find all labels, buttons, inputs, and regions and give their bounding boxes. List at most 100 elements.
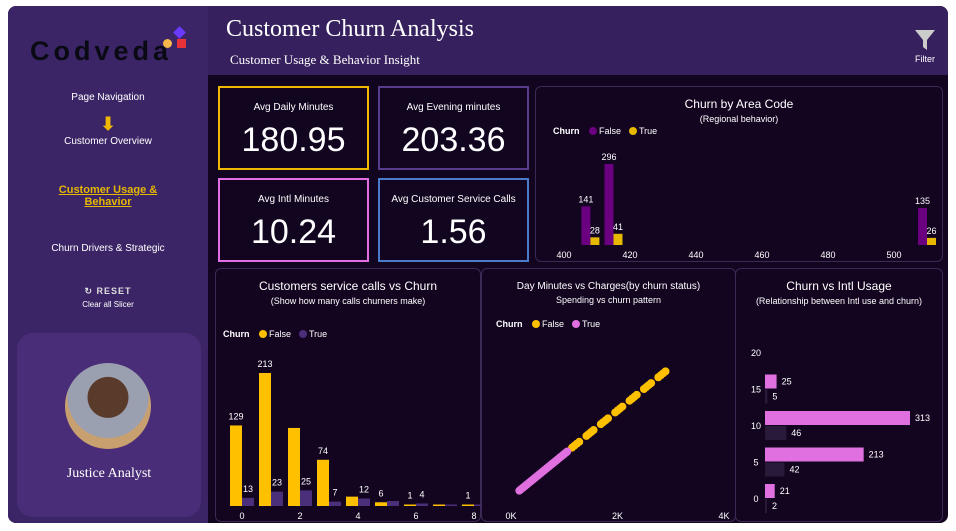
legend-label: True: [582, 319, 600, 329]
scatter-point: [603, 414, 612, 423]
intl-usage-chart: Churn vs Intl Usage (Relationship betwee…: [735, 268, 943, 522]
kpi-avg-daily-minutes: Avg Daily Minutes 180.95: [218, 86, 369, 170]
kpi-avg-service-calls: Avg Customer Service Calls 1.56: [378, 178, 529, 262]
nav-churn-drivers[interactable]: Churn Drivers & Strategic: [51, 243, 165, 254]
legend-marker: [629, 127, 637, 135]
data-label: 135: [915, 196, 930, 206]
bar: [613, 233, 623, 245]
bar: [288, 427, 300, 506]
bar: [765, 374, 777, 389]
scatter-point: [632, 390, 641, 399]
bar: [927, 237, 936, 245]
dashboard: Codveda Page Navigation ⬇ Customer Overv…: [8, 6, 948, 523]
data-label: 74: [318, 446, 328, 456]
bar: [387, 501, 399, 506]
chart-subtitle: (Show how many calls churners make): [270, 296, 426, 306]
profile-name: Justice Analyst: [66, 466, 152, 481]
area-code-chart: Churn by Area Code (Regional behavior) C…: [535, 86, 943, 262]
bar: [765, 462, 785, 477]
chart-subtitle: (Relationship between Intl use and churn…: [755, 296, 923, 306]
bar: [474, 504, 482, 506]
reset-button[interactable]: ↻ RESET Clear all Slicer: [8, 282, 208, 309]
scatter-point: [563, 447, 572, 456]
bar: [271, 491, 283, 506]
bar: [765, 426, 787, 440]
header: Customer Churn Analysis Customer Usage &…: [208, 6, 948, 75]
legend-label: False: [542, 319, 564, 329]
kpi-avg-evening-minutes: Avg Evening minutes 203.36: [378, 86, 529, 170]
bar: [918, 208, 927, 245]
y-tick-label: 10: [751, 421, 761, 431]
data-label: 23: [272, 478, 282, 488]
x-tick-label: 6: [413, 511, 418, 521]
x-tick-label: 460: [754, 250, 769, 260]
logo: Codveda: [30, 36, 172, 67]
x-tick-label: 420: [622, 250, 637, 260]
logo-text: Codveda: [30, 36, 173, 66]
data-label: 1: [465, 491, 470, 501]
kpi-value: 180.95: [241, 121, 346, 159]
data-label: 41: [613, 222, 623, 232]
arrow-down-icon: ⬇: [100, 114, 116, 134]
bar: [358, 498, 370, 506]
bar: [765, 484, 775, 498]
x-tick-label: 500: [886, 250, 901, 260]
bar: [317, 459, 329, 506]
nav-heading: Page Navigation: [71, 92, 145, 103]
data-label: 46: [791, 428, 801, 438]
x-tick-label: 440: [688, 250, 703, 260]
legend-marker: [299, 330, 307, 338]
data-label: 1: [407, 491, 412, 501]
legend-marker: [572, 320, 580, 328]
data-label: 26: [926, 226, 936, 236]
scatter-point: [618, 402, 627, 411]
chart-title: Day Minutes vs Charges(by churn status): [516, 281, 701, 292]
bar: [416, 503, 428, 506]
data-label: 21: [780, 486, 790, 496]
kpi-avg-intl-minutes: Avg Intl Minutes 10.24: [218, 178, 369, 262]
scatter-point: [575, 437, 584, 446]
data-label: 296: [601, 152, 616, 162]
bar: [375, 502, 387, 506]
legend-title: Churn: [223, 329, 250, 339]
x-tick-label: 2: [297, 511, 302, 521]
bar: [259, 373, 271, 506]
data-label: 213: [869, 450, 884, 460]
data-label: 7: [332, 488, 337, 498]
legend-title: Churn: [496, 319, 523, 329]
nav-customer-usage[interactable]: Customer Usage & Behavior: [58, 184, 158, 208]
bar: [329, 501, 341, 506]
bar: [300, 490, 312, 506]
x-tick-label: 480: [820, 250, 835, 260]
kpi-value: 1.56: [420, 213, 487, 251]
bar: [445, 504, 457, 506]
scatter-point: [589, 426, 598, 435]
filter-label: Filter: [915, 54, 935, 64]
x-tick-label: 8: [471, 511, 476, 521]
bar: [604, 164, 614, 245]
x-tick-label: 400: [556, 250, 571, 260]
chart-title: Churn by Area Code: [684, 97, 794, 111]
page-subtitle: Customer Usage & Behavior Insight: [230, 52, 420, 67]
reset-caption: Clear all Slicer: [82, 300, 134, 309]
bar: [765, 411, 910, 425]
kpi-label: Avg Intl Minutes: [258, 194, 329, 205]
data-label: 42: [789, 465, 799, 475]
x-tick-label: 4: [355, 511, 360, 521]
nav-customer-overview[interactable]: Customer Overview: [64, 136, 152, 147]
bar: [765, 389, 768, 404]
bar: [346, 496, 358, 506]
bar: [581, 206, 591, 245]
bar: [242, 497, 254, 506]
legend-label: True: [639, 126, 657, 136]
bar: [462, 504, 474, 506]
y-tick-label: 5: [753, 458, 758, 468]
y-tick-label: 0: [753, 494, 758, 504]
legend-label: True: [309, 329, 327, 339]
legend-marker: [532, 320, 540, 328]
y-tick-label: 20: [751, 348, 761, 358]
filter-button[interactable]: Filter: [910, 28, 940, 64]
filter-icon: [915, 30, 935, 50]
x-tick-label: 0K: [505, 511, 516, 521]
reset-icon: ↻ RESET: [84, 286, 132, 296]
